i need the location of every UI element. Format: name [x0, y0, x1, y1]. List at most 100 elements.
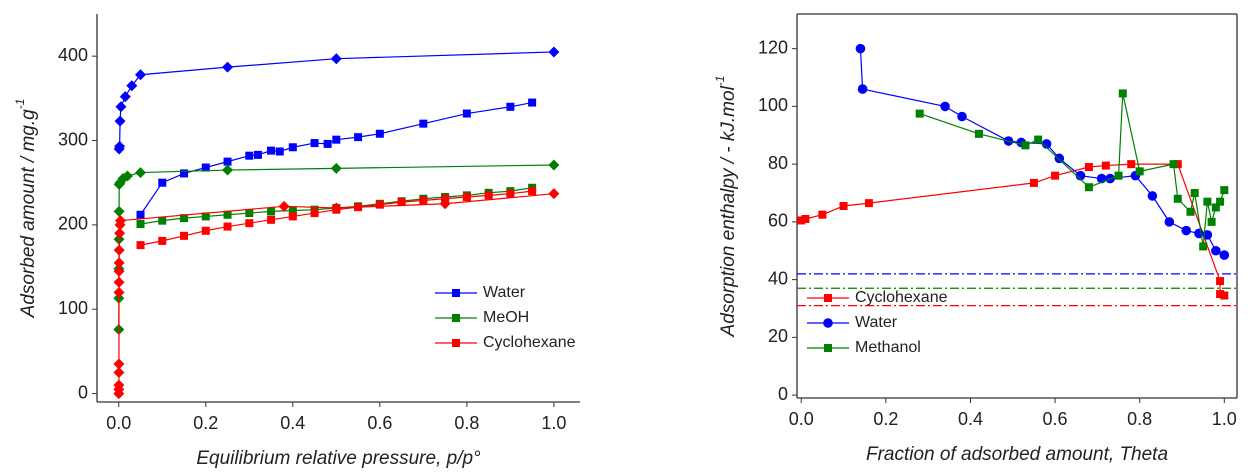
y-axis-label: Adsorbed amount / mg.g-1	[13, 99, 39, 319]
marker-square	[1173, 194, 1182, 203]
marker-square	[818, 210, 827, 219]
marker-diamond	[113, 358, 125, 370]
x-tick-label: 1.0	[1212, 409, 1237, 429]
x-axis-label: Equilibrium relative pressure, p/p°	[196, 448, 481, 469]
marker-square	[1084, 163, 1093, 172]
marker-square	[1034, 135, 1043, 144]
y-tick-label: 400	[58, 45, 88, 65]
marker-square	[839, 202, 848, 210]
marker-diamond	[113, 257, 125, 269]
marker-circle	[940, 101, 950, 112]
y-tick-label: 0	[778, 384, 788, 404]
marker-square	[201, 226, 210, 235]
marker-square	[452, 339, 460, 347]
legend-label: Cyclohexane	[483, 334, 576, 351]
marker-diamond	[115, 101, 127, 113]
marker-square	[201, 163, 210, 172]
marker-square	[1199, 242, 1208, 251]
marker-circle	[1164, 217, 1175, 227]
marker-square	[375, 129, 384, 138]
marker-square	[223, 157, 232, 166]
marker-diamond	[548, 159, 560, 171]
series-line	[801, 163, 1225, 297]
y-tick-label: 100	[58, 298, 88, 318]
x-tick-label: 0.4	[958, 409, 983, 429]
x-axis-label: Fraction of adsorbed amount, Theta	[866, 444, 1168, 465]
marker-diamond	[114, 115, 126, 127]
marker-square	[397, 198, 406, 207]
series-line	[140, 190, 533, 246]
marker-square	[824, 344, 832, 352]
marker-diamond	[113, 366, 125, 378]
x-tick-label: 0.2	[193, 413, 218, 433]
marker-circle	[1219, 250, 1230, 260]
y-tick-label: 0	[78, 382, 88, 402]
y-axis-label: Adsorption enthalpy / - kJ.mol-1	[713, 76, 739, 338]
marker-square	[254, 150, 262, 159]
marker-square	[1216, 277, 1225, 286]
marker-square	[824, 294, 832, 302]
marker-diamond	[135, 167, 147, 179]
marker-circle	[855, 43, 866, 54]
marker-diamond	[113, 205, 125, 217]
marker-diamond	[330, 53, 342, 65]
marker-diamond	[114, 140, 126, 152]
legend-label: Cyclohexane	[855, 289, 948, 306]
x-tick-label: 0.2	[873, 409, 898, 429]
marker-square	[201, 212, 210, 221]
marker-square	[1203, 197, 1212, 206]
marker-square	[452, 289, 460, 297]
x-tick-label: 0.6	[367, 413, 392, 433]
marker-square	[1220, 186, 1229, 195]
marker-square	[375, 200, 384, 209]
marker-square	[797, 216, 806, 225]
marker-diamond	[135, 69, 147, 81]
marker-square	[267, 207, 276, 216]
marker-diamond	[113, 244, 125, 256]
marker-square	[275, 147, 284, 156]
marker-square	[1216, 197, 1225, 206]
marker-square	[158, 236, 167, 245]
marker-square	[180, 231, 189, 240]
marker-circle	[957, 111, 967, 122]
marker-diamond	[114, 215, 126, 227]
marker-square	[1220, 291, 1229, 300]
marker-square	[1127, 160, 1136, 169]
marker-square	[288, 206, 297, 215]
marker-diamond	[114, 227, 126, 239]
marker-square	[419, 119, 428, 128]
marker-square	[158, 216, 167, 225]
marker-square	[267, 215, 276, 224]
marker-square	[1207, 217, 1216, 226]
x-tick-label: 0.0	[789, 409, 814, 429]
marker-square	[528, 187, 537, 196]
marker-diamond	[222, 164, 234, 176]
marker-square	[288, 212, 297, 221]
x-tick-label: 0.4	[280, 413, 305, 433]
marker-square	[267, 146, 276, 155]
marker-diamond	[113, 379, 125, 391]
x-tick-label: 0.8	[1127, 409, 1152, 429]
marker-square	[136, 210, 145, 219]
y-tick-label: 300	[58, 129, 88, 149]
marker-diamond	[439, 198, 451, 210]
marker-circle	[1211, 245, 1221, 256]
marker-square	[1169, 160, 1178, 169]
marker-diamond	[330, 162, 342, 174]
marker-diamond	[126, 80, 138, 92]
x-tick-label: 1.0	[541, 413, 566, 433]
marker-square	[1051, 171, 1060, 180]
marker-square	[1173, 160, 1182, 169]
y-axis-label-text: Adsorption enthalpy / - kJ.mol	[718, 85, 739, 337]
marker-square	[506, 189, 515, 198]
marker-square	[310, 209, 319, 218]
marker-square	[158, 178, 167, 187]
series-line	[118, 51, 554, 150]
marker-square	[136, 241, 145, 250]
marker-square	[223, 210, 232, 219]
marker-square	[1021, 141, 1030, 150]
marker-square	[180, 214, 189, 223]
marker-square	[1114, 171, 1123, 180]
marker-circle	[857, 84, 868, 94]
